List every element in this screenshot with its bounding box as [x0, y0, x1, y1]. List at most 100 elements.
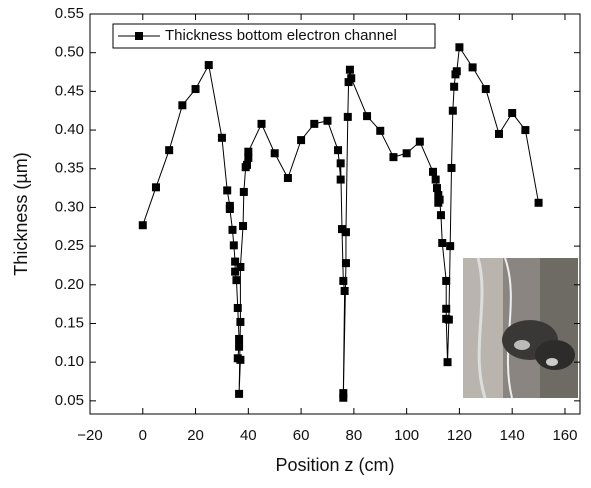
- data-point: [232, 276, 241, 285]
- x-tick-label: −20: [77, 427, 102, 444]
- data-point: [236, 355, 245, 364]
- data-point: [429, 167, 438, 176]
- data-point: [443, 358, 452, 367]
- x-axis-label: Position z (cm): [275, 455, 394, 475]
- data-point: [389, 153, 398, 162]
- x-tick-label: 100: [394, 427, 419, 444]
- y-tick-label: 0.50: [55, 44, 84, 61]
- data-point: [447, 163, 456, 172]
- data-point: [236, 317, 245, 326]
- data-point: [339, 276, 348, 285]
- data-point: [508, 109, 517, 118]
- legend-marker: [135, 32, 143, 40]
- data-point: [239, 187, 248, 196]
- data-point: [236, 262, 245, 271]
- data-point: [339, 389, 348, 398]
- data-point: [334, 146, 343, 155]
- data-point: [336, 159, 345, 168]
- data-point: [376, 126, 385, 135]
- data-point: [235, 342, 244, 351]
- data-point: [204, 61, 213, 70]
- data-point: [217, 133, 226, 142]
- plot-frame: [89, 13, 581, 415]
- data-point: [225, 204, 234, 213]
- data-point: [446, 242, 455, 251]
- data-point: [233, 304, 242, 313]
- data-point: [151, 183, 160, 192]
- data-point: [339, 393, 348, 402]
- y-tick-label: 0.40: [55, 121, 84, 138]
- data-point: [442, 276, 451, 285]
- data-point: [223, 186, 232, 195]
- data-point: [438, 239, 447, 248]
- data-point: [244, 153, 253, 162]
- data-point: [455, 43, 464, 52]
- x-tick-label: 160: [552, 427, 577, 444]
- data-point: [415, 137, 424, 146]
- y-axis-label: Thickness (µm): [11, 152, 31, 275]
- y-tick-label: 0.35: [55, 160, 84, 177]
- data-point: [191, 85, 200, 94]
- data-point: [178, 101, 187, 110]
- data-point: [138, 221, 147, 230]
- data-point: [431, 175, 440, 184]
- x-tick-label: 140: [500, 427, 525, 444]
- data-point: [402, 149, 411, 158]
- data-point: [239, 221, 248, 230]
- data-point: [235, 389, 244, 398]
- x-tick-label: 0: [139, 427, 147, 444]
- x-tick-label: 40: [240, 427, 257, 444]
- data-point: [363, 112, 372, 121]
- data-point: [297, 136, 306, 145]
- y-tick-label: 0.25: [55, 237, 84, 254]
- y-tick-label: 0.20: [55, 276, 84, 293]
- data-point: [442, 304, 451, 313]
- data-point: [435, 195, 444, 204]
- inset-photo: [463, 257, 578, 399]
- data-point: [444, 315, 453, 324]
- legend: [112, 23, 436, 49]
- data-point: [310, 119, 319, 128]
- data-point: [336, 175, 345, 184]
- data-point: [341, 259, 350, 268]
- data-point: [243, 160, 252, 169]
- y-tick-label: 0.55: [55, 5, 84, 22]
- data-point: [436, 211, 445, 220]
- data-point: [347, 74, 356, 83]
- data-point: [345, 65, 354, 74]
- data-point: [341, 228, 350, 237]
- y-tick-label: 0.10: [55, 353, 84, 370]
- data-point: [257, 119, 266, 128]
- x-tick-label: 80: [346, 427, 363, 444]
- data-point: [244, 147, 253, 156]
- data-point: [270, 149, 279, 158]
- data-point: [448, 106, 457, 115]
- data-point: [229, 241, 238, 250]
- data-point: [231, 267, 240, 276]
- data-point: [283, 174, 292, 183]
- legend-label: Thickness bottom electron channel: [165, 27, 397, 44]
- data-point: [494, 129, 503, 138]
- data-point: [235, 334, 244, 343]
- data-point: [452, 67, 461, 76]
- y-tick-label: 0.05: [55, 392, 84, 409]
- data-point: [521, 126, 530, 135]
- x-tick-label: 20: [187, 427, 204, 444]
- data-point: [323, 116, 332, 125]
- data-point: [165, 146, 174, 155]
- data-point: [228, 225, 237, 234]
- data-point: [343, 112, 352, 121]
- y-tick-label: 0.45: [55, 82, 84, 99]
- data-point: [450, 82, 459, 91]
- x-tick-label: 120: [447, 427, 472, 444]
- data-point: [231, 257, 240, 266]
- data-point: [534, 198, 543, 207]
- y-tick-label: 0.15: [55, 314, 84, 331]
- y-tick-label: 0.30: [55, 198, 84, 215]
- data-point: [434, 191, 443, 200]
- data-point: [468, 63, 477, 72]
- data-point: [340, 286, 349, 295]
- data-point: [432, 184, 441, 193]
- legend-box: [112, 23, 436, 49]
